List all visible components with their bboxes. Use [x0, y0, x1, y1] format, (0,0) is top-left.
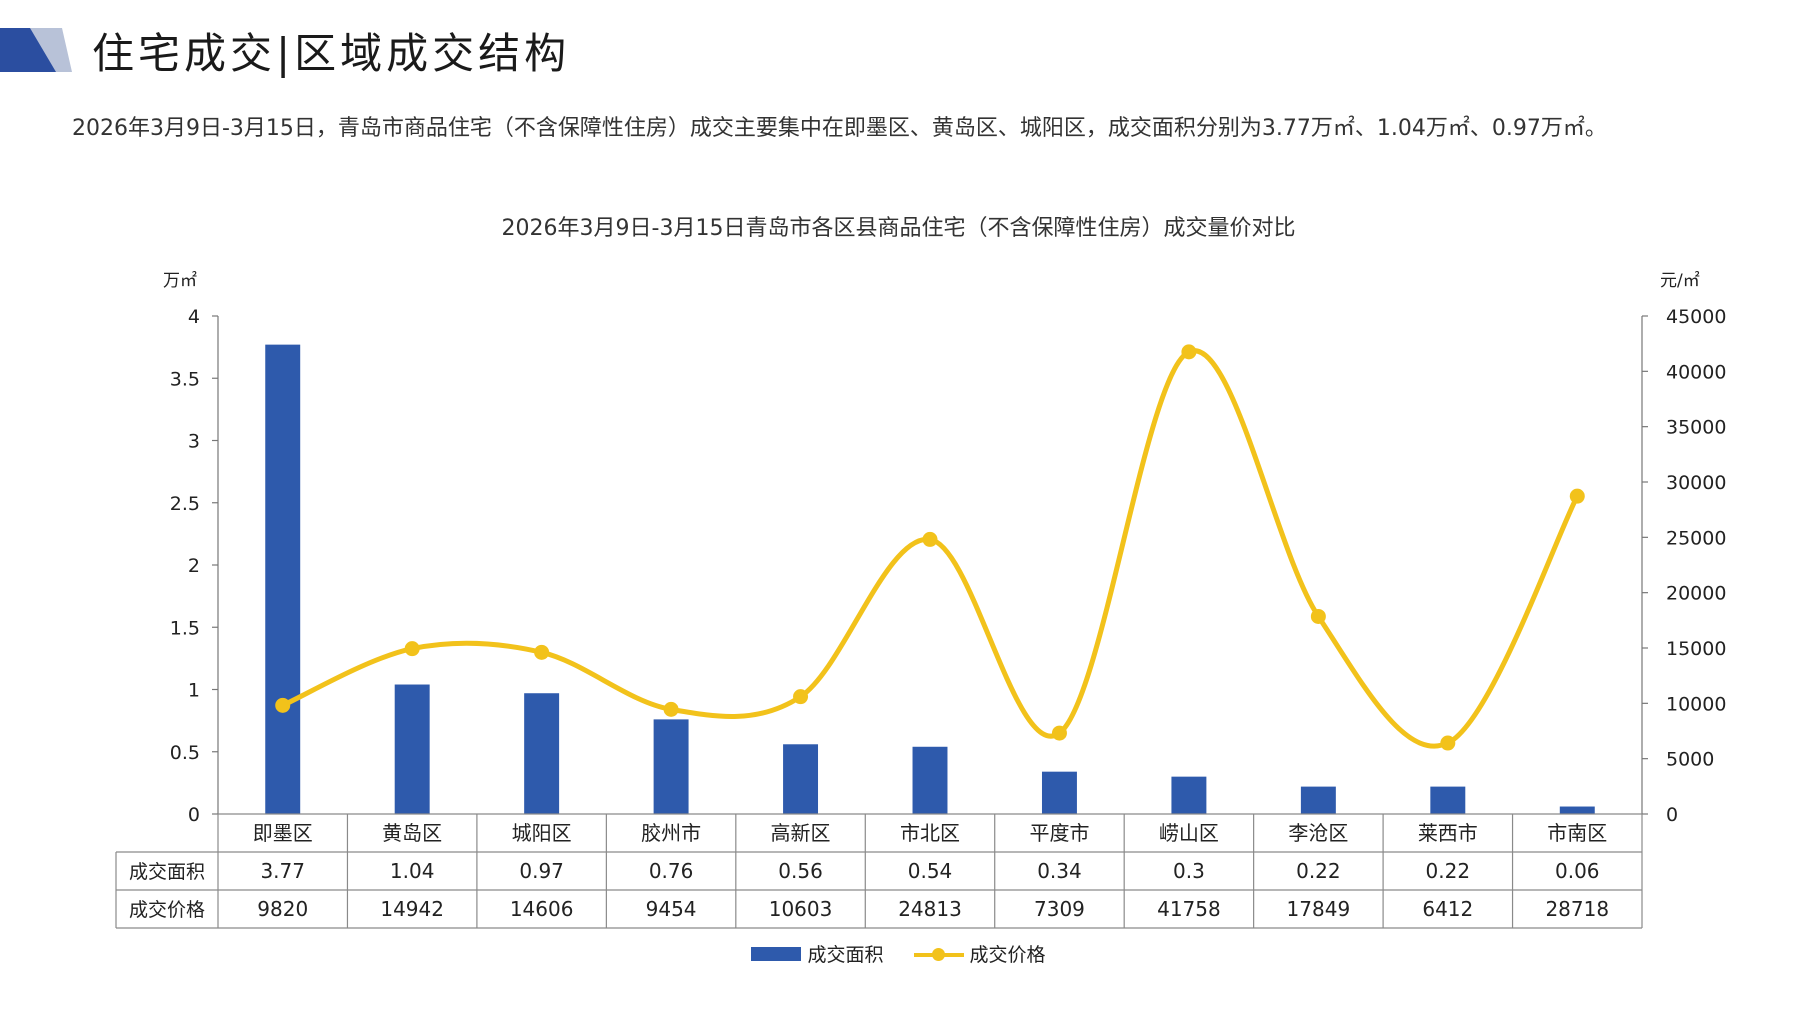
table-cell-value: 9454 — [646, 897, 697, 921]
table-cell-value: 28718 — [1545, 897, 1609, 921]
price-point — [1181, 344, 1197, 360]
category-label: 李沧区 — [1288, 821, 1348, 845]
price-point — [922, 531, 938, 547]
right-tick-label: 35000 — [1666, 417, 1726, 439]
bar-area — [524, 693, 560, 814]
table-cell-value: 41758 — [1157, 897, 1221, 921]
table-cell-value: 0.54 — [908, 859, 953, 883]
table-row-label: 成交面积 — [129, 861, 205, 883]
table-cell-value: 0.22 — [1296, 859, 1341, 883]
category-label: 黄岛区 — [382, 821, 442, 845]
table-cell-value: 0.34 — [1037, 859, 1082, 883]
price-point — [663, 701, 679, 717]
right-tick-label: 5000 — [1666, 749, 1714, 771]
price-point — [1440, 735, 1456, 751]
table-cell-value: 6412 — [1422, 897, 1473, 921]
legend-bar-swatch — [751, 946, 802, 961]
left-tick-label: 4 — [188, 306, 200, 328]
right-tick-label: 45000 — [1666, 306, 1726, 328]
price-point — [1051, 725, 1067, 741]
right-tick-label: 40000 — [1666, 361, 1726, 383]
bar-area — [1171, 776, 1207, 814]
category-label: 市南区 — [1547, 821, 1607, 845]
legend-label-price: 成交价格 — [969, 944, 1046, 966]
left-tick-label: 0 — [188, 804, 200, 826]
table-cell-value: 0.22 — [1426, 859, 1471, 883]
price-point — [793, 689, 809, 705]
bar-area — [1041, 771, 1077, 814]
legend-item-price: 成交价格 — [913, 940, 1046, 967]
bar-area — [653, 719, 689, 814]
price-point — [275, 697, 291, 713]
category-label: 城阳区 — [512, 821, 572, 845]
category-label: 平度市 — [1029, 821, 1089, 845]
left-tick-label: 2 — [188, 555, 200, 577]
left-tick-label: 2.5 — [170, 493, 200, 515]
left-axis-unit: 万㎡ — [163, 271, 197, 291]
legend-line-swatch — [913, 947, 964, 961]
table-cell-value: 0.97 — [519, 859, 564, 883]
bar-area — [912, 746, 948, 814]
price-point — [1310, 608, 1326, 624]
price-point — [1569, 488, 1585, 504]
right-tick-label: 10000 — [1666, 693, 1726, 715]
right-tick-label: 30000 — [1666, 472, 1726, 494]
bar-area — [1430, 786, 1466, 814]
category-label: 即墨区 — [253, 821, 313, 845]
category-label: 崂山区 — [1159, 821, 1219, 845]
table-cell-value: 7309 — [1034, 897, 1085, 921]
right-tick-label: 15000 — [1666, 638, 1726, 660]
table-cell-value: 10603 — [769, 897, 833, 921]
table-cell-value: 17849 — [1287, 897, 1351, 921]
bar-area — [1300, 786, 1336, 814]
price-line — [281, 348, 1580, 749]
table-cell-value: 14942 — [380, 897, 444, 921]
left-tick-label: 1 — [188, 680, 200, 702]
left-tick-label: 0.5 — [170, 742, 200, 764]
table-cell-value: 3.77 — [260, 859, 305, 883]
table-cell-value: 0.3 — [1173, 859, 1205, 883]
right-tick-label: 0 — [1666, 804, 1678, 826]
chart-legend: 成交面积 成交价格 — [0, 940, 1797, 967]
category-label: 高新区 — [771, 821, 831, 845]
table-cell-value: 9820 — [257, 897, 308, 921]
chart-title: 2026年3月9日-3月15日青岛市各区县商品住宅（不含保障性住房）成交量价对比 — [501, 216, 1296, 241]
table-row-label: 成交价格 — [129, 899, 205, 921]
table-cell-value: 1.04 — [390, 859, 435, 883]
table-cell-value: 24813 — [898, 897, 962, 921]
right-axis-unit: 元/㎡ — [1660, 271, 1700, 291]
table-cell-value: 0.56 — [778, 859, 823, 883]
category-label: 市北区 — [900, 821, 960, 845]
bar-area — [265, 344, 301, 814]
category-label: 胶州市 — [641, 821, 701, 845]
category-label: 莱西市 — [1418, 821, 1478, 845]
legend-item-area: 成交面积 — [751, 940, 884, 967]
left-tick-label: 1.5 — [170, 617, 200, 639]
right-tick-label: 20000 — [1666, 583, 1726, 605]
right-tick-label: 25000 — [1666, 527, 1726, 549]
header-logo-mark — [0, 28, 72, 72]
table-cell-value: 0.76 — [649, 859, 694, 883]
bar-area — [1559, 806, 1595, 814]
left-tick-label: 3.5 — [170, 368, 200, 390]
price-point — [404, 641, 420, 657]
table-cell-value: 14606 — [510, 897, 574, 921]
bar-area — [394, 684, 430, 814]
price-point — [534, 644, 550, 660]
table-cell-value: 0.06 — [1555, 859, 1600, 883]
page-title: 住宅成交|区域成交结构 — [92, 29, 571, 78]
legend-label-area: 成交面积 — [807, 944, 884, 966]
bar-area — [783, 744, 819, 814]
summary-text: 2026年3月9日-3月15日，青岛市商品住宅（不含保障性住房）成交主要集中在即… — [72, 116, 1607, 141]
left-tick-label: 3 — [188, 431, 200, 453]
